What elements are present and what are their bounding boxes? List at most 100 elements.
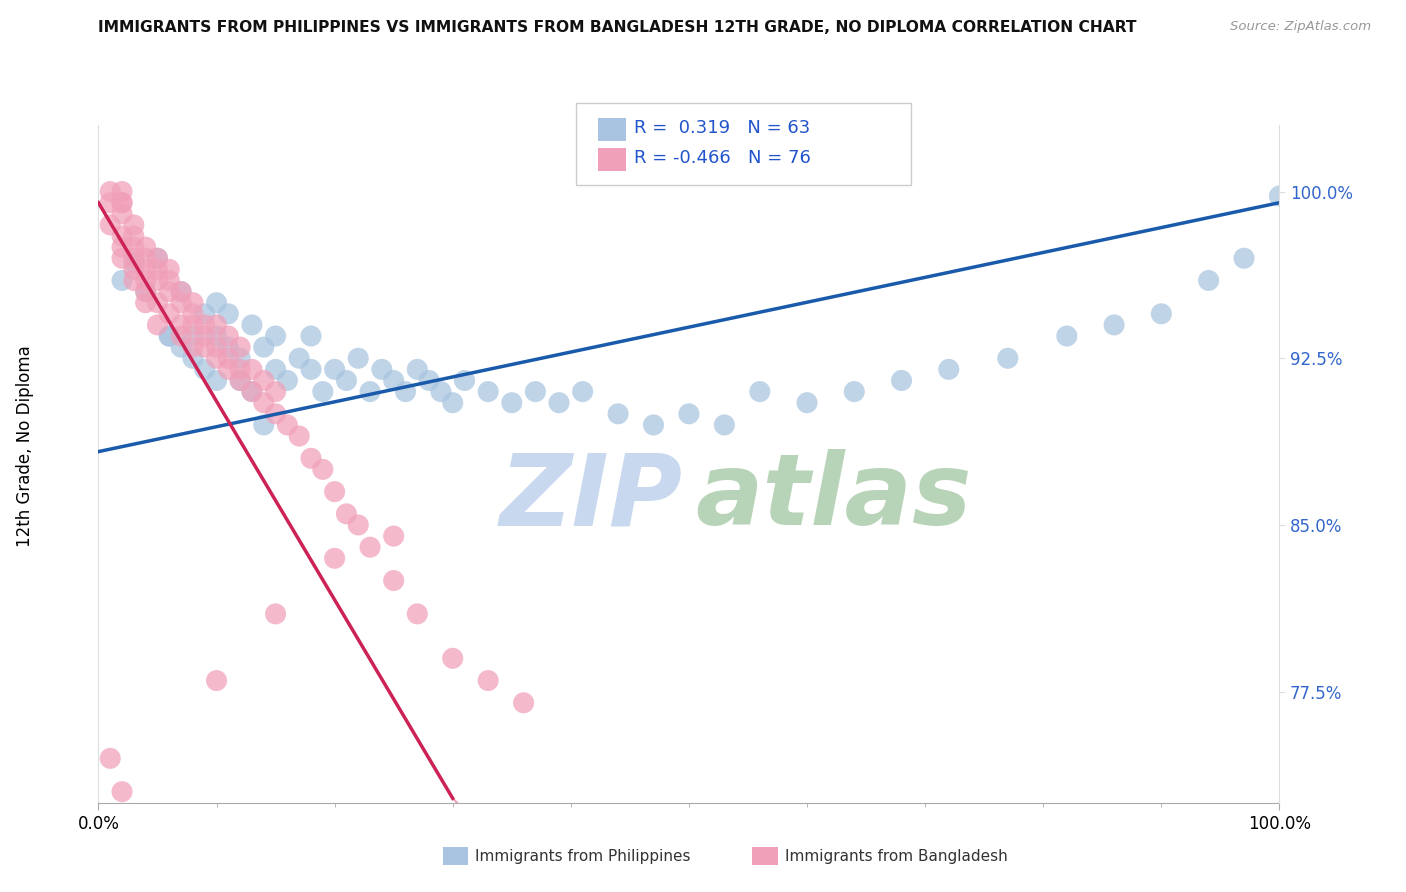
Point — [98, 218, 121, 232]
Point — [607, 407, 630, 421]
Point — [276, 417, 298, 432]
Point — [181, 329, 204, 343]
Point — [135, 285, 157, 299]
Point — [111, 185, 134, 199]
Point — [359, 540, 381, 554]
Point — [323, 362, 346, 376]
Point — [181, 351, 204, 366]
Point — [205, 351, 228, 366]
Point — [1056, 329, 1078, 343]
Point — [205, 374, 228, 388]
Point — [359, 384, 381, 399]
Point — [135, 295, 157, 310]
Point — [264, 407, 287, 421]
Point — [194, 318, 217, 332]
Point — [135, 285, 157, 299]
Point — [157, 273, 180, 287]
Point — [501, 395, 523, 409]
Point — [288, 429, 311, 443]
Point — [796, 395, 818, 409]
Point — [938, 362, 960, 376]
Point — [146, 273, 169, 287]
Point — [135, 252, 157, 266]
Point — [382, 529, 405, 543]
Point — [1233, 252, 1256, 266]
Point — [146, 252, 169, 266]
Point — [477, 384, 499, 399]
Text: Source: ZipAtlas.com: Source: ZipAtlas.com — [1230, 20, 1371, 33]
Point — [217, 340, 239, 354]
Point — [194, 329, 217, 343]
Point — [122, 240, 145, 254]
Point — [312, 462, 335, 476]
Point — [205, 340, 228, 354]
Point — [157, 329, 180, 343]
Point — [122, 218, 145, 232]
Point — [371, 362, 394, 376]
Point — [229, 340, 252, 354]
Point — [1268, 189, 1291, 203]
Text: 12th Grade, No Diploma: 12th Grade, No Diploma — [17, 345, 34, 547]
Point — [157, 262, 180, 277]
Point — [146, 318, 169, 332]
Point — [194, 307, 217, 321]
Point — [713, 417, 735, 432]
Point — [382, 374, 405, 388]
Point — [229, 374, 252, 388]
Point — [253, 340, 276, 354]
Point — [194, 362, 217, 376]
Point — [288, 351, 311, 366]
Point — [181, 318, 204, 332]
Point — [406, 607, 429, 621]
Point — [240, 362, 263, 376]
Point — [111, 240, 134, 254]
Text: Immigrants from Bangladesh: Immigrants from Bangladesh — [785, 849, 1007, 863]
Point — [240, 318, 263, 332]
Text: atlas: atlas — [695, 450, 972, 546]
Point — [217, 351, 239, 366]
Point — [122, 262, 145, 277]
Point — [181, 307, 204, 321]
Point — [170, 285, 193, 299]
Point — [253, 417, 276, 432]
Point — [347, 351, 370, 366]
Point — [276, 374, 298, 388]
Point — [98, 185, 121, 199]
Point — [135, 240, 157, 254]
Point — [111, 785, 134, 799]
Point — [205, 329, 228, 343]
Point — [170, 329, 193, 343]
Point — [571, 384, 593, 399]
Point — [217, 307, 239, 321]
Point — [1198, 273, 1220, 287]
Point — [205, 673, 228, 688]
Point — [323, 551, 346, 566]
Point — [299, 329, 322, 343]
Text: ZIP: ZIP — [501, 450, 683, 546]
Point — [111, 229, 134, 244]
Point — [512, 696, 534, 710]
Point — [240, 384, 263, 399]
Point — [135, 273, 157, 287]
Point — [253, 395, 276, 409]
Point — [181, 295, 204, 310]
Point — [441, 395, 464, 409]
Point — [98, 751, 121, 765]
Point — [170, 295, 193, 310]
Point — [890, 374, 912, 388]
Point — [157, 329, 180, 343]
Point — [406, 362, 429, 376]
Point — [335, 374, 357, 388]
Point — [229, 351, 252, 366]
Point — [98, 195, 121, 210]
Point — [264, 384, 287, 399]
Point — [217, 329, 239, 343]
Point — [135, 262, 157, 277]
Text: IMMIGRANTS FROM PHILIPPINES VS IMMIGRANTS FROM BANGLADESH 12TH GRADE, NO DIPLOMA: IMMIGRANTS FROM PHILIPPINES VS IMMIGRANT… — [98, 20, 1137, 35]
Point — [382, 574, 405, 588]
Point — [430, 384, 453, 399]
Point — [205, 295, 228, 310]
Point — [997, 351, 1019, 366]
Point — [146, 295, 169, 310]
Point — [299, 451, 322, 466]
